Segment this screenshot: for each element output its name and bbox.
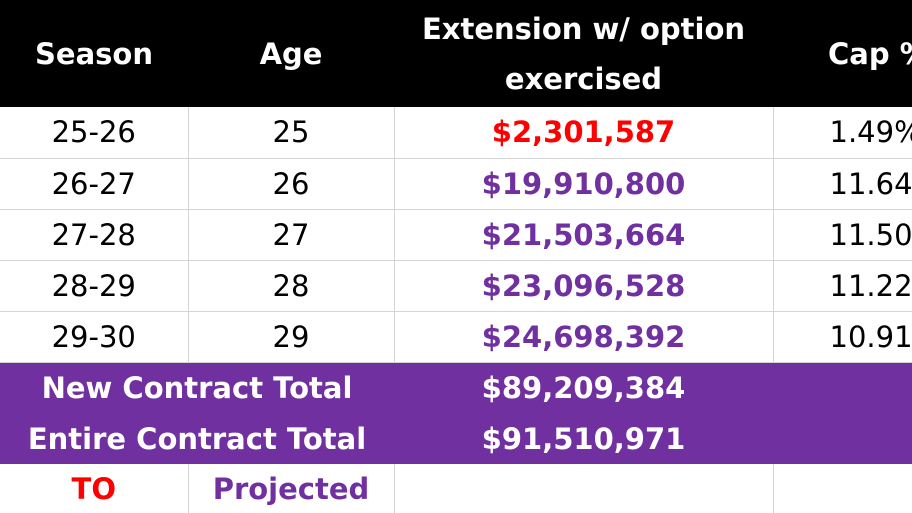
entire-contract-total-empty [773, 413, 912, 464]
extension-cell: $23,096,528 [394, 260, 774, 312]
extension-header-line2: exercised [504, 61, 663, 96]
age-cell: 27 [188, 209, 395, 261]
age-header: Age [259, 36, 323, 71]
age-cell: 25 [188, 107, 395, 159]
extension-cell: $21,503,664 [394, 209, 774, 261]
cap-percent-cell: 11.22% [773, 260, 912, 312]
entire-contract-total-row: Entire Contract Total $91,510,971 [0, 413, 912, 464]
season-cell: 26-27 [0, 158, 189, 210]
legend-row: TO Projected [0, 464, 912, 513]
table-row: 26-27 26 $19,910,800 11.64% [0, 158, 912, 210]
legend-team-option: TO [0, 464, 189, 513]
entire-contract-total-label: Entire Contract Total [27, 421, 367, 456]
cap-percent-header: Cap % [828, 36, 912, 71]
extension-cell: $2,301,587 [394, 107, 774, 159]
legend-empty-cell [773, 464, 912, 513]
cap-percent-cell: 10.91% [773, 311, 912, 363]
table-row: 29-30 29 $24,698,392 10.91% [0, 311, 912, 363]
cap-percent-cell: 11.50% [773, 209, 912, 261]
season-cell: 27-28 [0, 209, 189, 261]
header-row-group: Season Age Extension w/ option exercised… [0, 0, 912, 107]
age-cell: 29 [188, 311, 395, 363]
extension-cell: $19,910,800 [394, 158, 774, 210]
new-contract-total-row: New Contract Total $89,209,384 [0, 362, 912, 413]
new-contract-total-empty [773, 362, 912, 413]
extension-header: Extension w/ option exercised [394, 0, 773, 107]
age-cell: 26 [188, 158, 395, 210]
entire-contract-total-value: $91,510,971 [481, 421, 686, 456]
extension-header-line1: Extension w/ option [421, 11, 746, 46]
season-header: Season [35, 36, 153, 71]
cap-percent-cell: 11.64% [773, 158, 912, 210]
age-cell: 28 [188, 260, 395, 312]
extension-cell: $24,698,392 [394, 311, 774, 363]
season-cell: 25-26 [0, 107, 189, 159]
table-row: 27-28 27 $21,503,664 11.50% [0, 209, 912, 261]
header-row: Season Age Extension w/ option exercised… [0, 0, 912, 107]
legend-projected: Projected [188, 464, 395, 513]
season-cell: 28-29 [0, 260, 189, 312]
new-contract-total-value: $89,209,384 [481, 370, 686, 405]
new-contract-total-label: New Contract Total [41, 370, 353, 405]
table-row: 28-29 28 $23,096,528 11.22% [0, 260, 912, 312]
cap-percent-cell: 1.49% [773, 107, 912, 159]
legend-empty-cell [394, 464, 774, 513]
season-cell: 29-30 [0, 311, 189, 363]
table-row: 25-26 25 $2,301,587 1.49% [0, 107, 912, 159]
